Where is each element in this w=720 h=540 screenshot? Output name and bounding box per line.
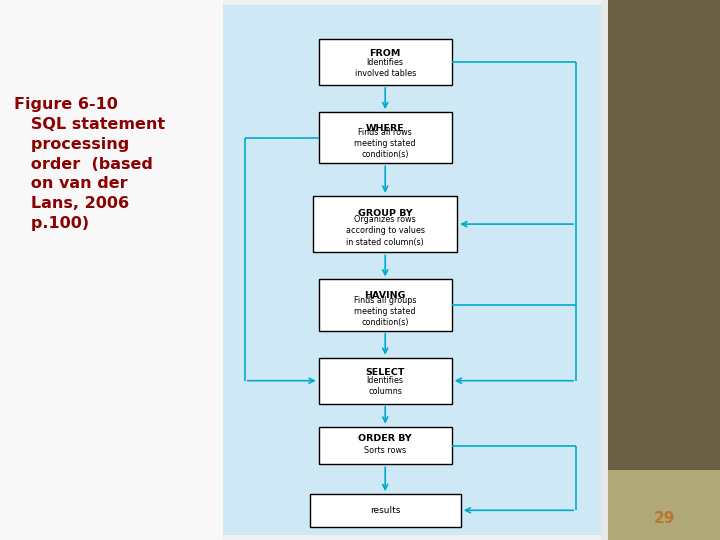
Bar bbox=[310, 494, 461, 526]
Bar bbox=[601, 0, 608, 540]
Text: Organizes rows
according to values
in stated column(s): Organizes rows according to values in st… bbox=[346, 215, 425, 246]
Bar bbox=[319, 39, 452, 85]
Bar bbox=[319, 427, 452, 464]
Text: SELECT: SELECT bbox=[366, 368, 405, 377]
Bar bbox=[319, 357, 452, 404]
Text: Sorts rows: Sorts rows bbox=[364, 446, 406, 455]
Text: results: results bbox=[370, 506, 400, 515]
Text: Figure 6-10
   SQL statement
   processing
   order  (based
   on van der
   Lan: Figure 6-10 SQL statement processing ord… bbox=[14, 97, 166, 231]
Bar bbox=[313, 195, 457, 252]
Text: Finds all rows
meeting stated
condition(s): Finds all rows meeting stated condition(… bbox=[354, 129, 416, 159]
Text: WHERE: WHERE bbox=[366, 124, 405, 133]
Bar bbox=[223, 5, 601, 535]
Bar bbox=[319, 280, 452, 330]
Text: ORDER BY: ORDER BY bbox=[359, 434, 412, 443]
Text: HAVING: HAVING bbox=[364, 292, 406, 300]
Text: Identifies
columns: Identifies columns bbox=[366, 376, 404, 396]
Text: Finds all groups
meeting stated
condition(s): Finds all groups meeting stated conditio… bbox=[354, 296, 416, 327]
Text: GROUP BY: GROUP BY bbox=[358, 210, 413, 218]
Bar bbox=[608, 470, 720, 540]
Bar bbox=[0, 0, 223, 540]
Bar bbox=[319, 112, 452, 163]
Bar bbox=[608, 0, 720, 540]
Text: Identifies
involved tables: Identifies involved tables bbox=[354, 58, 416, 78]
Text: 29: 29 bbox=[654, 511, 675, 526]
Text: FROM: FROM bbox=[369, 49, 401, 58]
